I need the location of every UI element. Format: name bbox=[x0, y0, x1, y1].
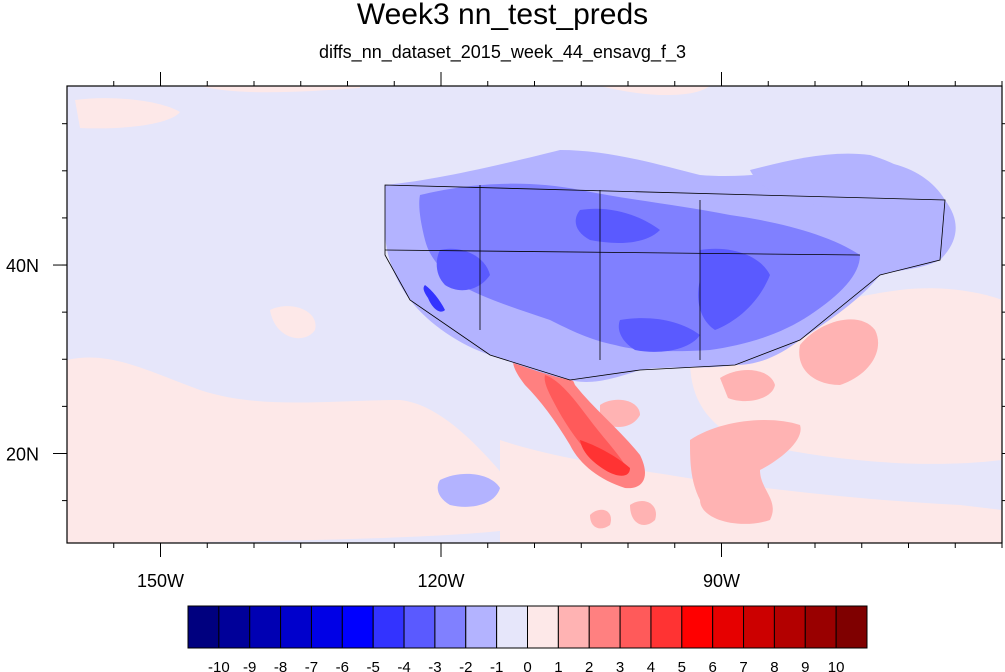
x-tick-label: 90W bbox=[703, 571, 740, 591]
x-tick-label: 150W bbox=[137, 571, 184, 591]
x-tick-label: 120W bbox=[417, 571, 464, 591]
colorbar-label: -6 bbox=[336, 659, 349, 672]
colorbar-label: -7 bbox=[305, 659, 318, 672]
colorbar-label: -3 bbox=[428, 659, 441, 672]
contour-salmon-patch bbox=[590, 509, 611, 529]
colorbar-swatch bbox=[341, 605, 374, 649]
colorbar-label: -10 bbox=[208, 659, 230, 672]
colorbar-swatch bbox=[496, 605, 528, 649]
colorbar-swatch bbox=[681, 605, 714, 649]
colorbar-label: 0 bbox=[523, 659, 531, 672]
colorbar-swatch bbox=[557, 605, 590, 649]
colorbar-label: 4 bbox=[647, 659, 655, 672]
colorbar-swatch bbox=[187, 605, 220, 649]
map-subtitle: diffs_nn_dataset_2015_week_44_ensavg_f_3 bbox=[319, 42, 686, 62]
contour-canada-cool bbox=[750, 153, 935, 211]
colorbar-label: -8 bbox=[274, 659, 287, 672]
colorbar-swatch bbox=[743, 605, 775, 649]
colorbar-label: 9 bbox=[801, 659, 809, 672]
colorbar-label: 5 bbox=[678, 659, 686, 672]
colorbar-label: 7 bbox=[739, 659, 747, 672]
colorbar-label: 2 bbox=[585, 659, 593, 672]
colorbar-label: 8 bbox=[770, 659, 778, 672]
map-title: Week3 nn_test_preds bbox=[356, 0, 649, 31]
contour-mexico-hot bbox=[580, 440, 630, 476]
colorbar-swatch bbox=[465, 605, 498, 649]
colorbar-swatch bbox=[835, 605, 868, 649]
contour-usa-cold bbox=[618, 318, 700, 352]
contour-pink-patch bbox=[270, 306, 316, 339]
contour-usa-cold bbox=[575, 208, 660, 243]
contour-pink-patch bbox=[75, 98, 180, 129]
colorbar-label: 6 bbox=[709, 659, 717, 672]
colorbar-swatch bbox=[403, 605, 436, 649]
colorbar-swatch bbox=[619, 605, 652, 649]
colorbar-label: -4 bbox=[397, 659, 410, 672]
colorbar-label: 10 bbox=[828, 659, 845, 672]
contour-usa-cooler bbox=[419, 183, 860, 352]
colorbar: -10 -9 -8 -7 -6 -5 -4 -3 -2 -1 0 1 2 3 4 5 6 7 8 9 10 bbox=[187, 605, 868, 672]
contour-salmon-patch bbox=[720, 369, 775, 402]
contour-pacific-cool bbox=[437, 473, 500, 507]
colorbar-swatch bbox=[434, 605, 467, 649]
contour-usa-cold bbox=[698, 248, 770, 330]
colorbar-swatch bbox=[527, 605, 559, 649]
contour-salmon-patch bbox=[600, 399, 640, 427]
axis-ticks: 150W 120W 90W 40N 20N bbox=[6, 72, 1005, 591]
colorbar-swatch bbox=[372, 605, 405, 649]
colorbar-swatch bbox=[650, 605, 683, 649]
colorbar-swatch bbox=[310, 605, 343, 649]
colorbar-label: 1 bbox=[554, 659, 562, 672]
contour-usa-cold bbox=[436, 248, 490, 291]
colorbar-swatch bbox=[280, 605, 312, 649]
colorbar-swatch bbox=[249, 605, 282, 649]
contour-field bbox=[67, 86, 1002, 543]
colorbar-swatch bbox=[804, 605, 837, 649]
contour-salmon-patch bbox=[690, 420, 801, 524]
contour-salmon-patch bbox=[799, 319, 879, 385]
colorbar-label: 3 bbox=[616, 659, 624, 672]
colorbar-swatch bbox=[773, 605, 806, 649]
contour-usa-coldest bbox=[423, 285, 445, 312]
colorbar-swatch bbox=[218, 605, 251, 649]
y-tick-label: 20N bbox=[6, 444, 39, 464]
contour-pink-patch bbox=[600, 86, 710, 96]
contour-pink-patch bbox=[67, 357, 541, 543]
colorbar-label: -2 bbox=[459, 659, 472, 672]
contour-pink-patch bbox=[200, 86, 360, 93]
y-tick-label: 40N bbox=[6, 256, 39, 276]
contour-mexico-warmer bbox=[544, 375, 628, 474]
us-outline bbox=[384, 184, 946, 381]
contour-salmon-patch bbox=[630, 500, 656, 525]
colorbar-swatch bbox=[588, 605, 621, 649]
colorbar-label: -9 bbox=[243, 659, 256, 672]
colorbar-label: -5 bbox=[367, 659, 380, 672]
colorbar-swatch bbox=[712, 605, 745, 649]
colorbar-label: -1 bbox=[490, 659, 503, 672]
